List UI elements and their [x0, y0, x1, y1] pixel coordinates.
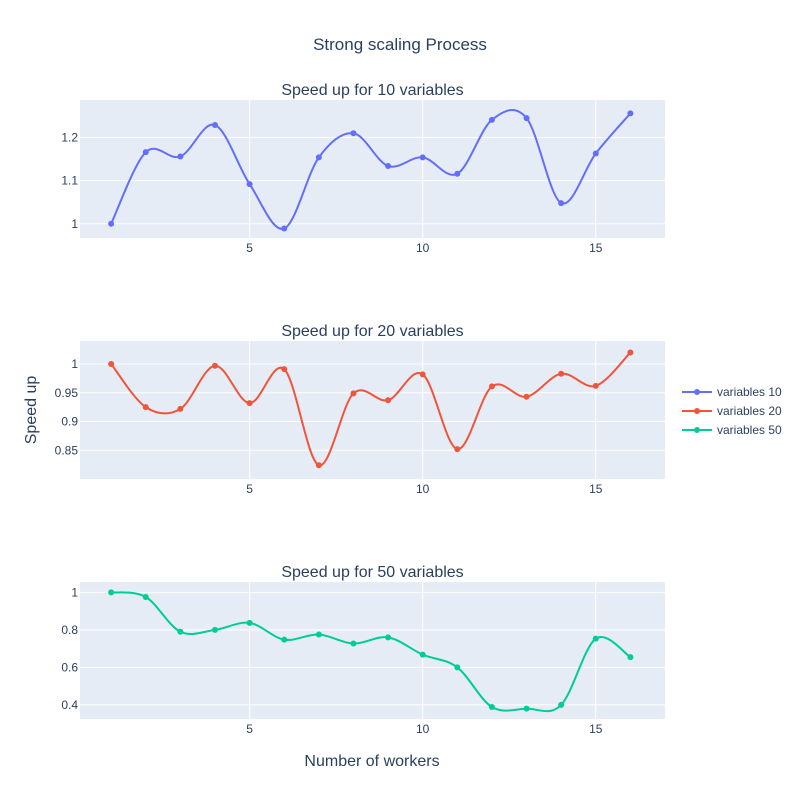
data-point	[385, 397, 392, 404]
data-point	[419, 371, 426, 378]
subplot-title: Speed up for 50 variables	[281, 564, 463, 581]
y-tick-label: 1.1	[61, 174, 78, 188]
x-tick-label: 15	[589, 722, 603, 736]
data-point	[212, 122, 218, 129]
y-axis-title: Speed up	[23, 376, 40, 445]
legend-swatch-marker	[694, 408, 700, 414]
data-point	[627, 654, 634, 661]
series-line-variables-10	[110, 109, 632, 230]
data-point	[108, 220, 115, 227]
data-point	[142, 149, 149, 156]
x-tick-label: 10	[416, 722, 430, 736]
data-point	[385, 162, 392, 169]
data-point	[627, 110, 634, 117]
y-tick-label: 1	[71, 585, 78, 599]
y-tick-label: 1	[71, 217, 78, 231]
subplot-1: 5 10 15 1 1.1 1.2 Speed up for 10 variables	[61, 82, 665, 255]
x-tick-label: 10	[416, 241, 430, 255]
data-point	[350, 130, 357, 137]
data-point	[558, 701, 565, 708]
data-point	[592, 635, 599, 642]
y-tick-label: 0.85	[55, 443, 79, 457]
data-point	[142, 594, 149, 601]
x-tick-label: 15	[589, 482, 603, 496]
y-tick-label: 1	[71, 357, 78, 371]
y-tick-label: 0.8	[61, 623, 78, 637]
data-point	[488, 116, 495, 123]
data-point	[281, 225, 288, 232]
data-point	[558, 370, 565, 377]
data-point	[627, 349, 634, 356]
legend-label: variables 20	[717, 404, 782, 418]
data-point	[350, 640, 357, 647]
subplot-3: 5 10 15 0.4 0.6 0.8 1 Speed up for 50 variables	[61, 564, 665, 736]
x-tick-label: 5	[246, 482, 253, 496]
legend-swatch-marker	[694, 389, 700, 395]
series-line-variables-20	[110, 351, 632, 467]
data-point	[454, 446, 461, 453]
legend-label: variables 10	[717, 385, 782, 399]
data-point	[488, 703, 495, 710]
data-point	[281, 636, 288, 643]
data-point	[523, 705, 530, 712]
legend: variables 10 variables 20 variables 50	[682, 385, 782, 437]
data-point	[454, 170, 461, 177]
data-point	[315, 462, 322, 469]
plot-background	[80, 100, 665, 238]
data-point	[246, 181, 253, 188]
data-point	[281, 366, 288, 373]
data-point	[177, 405, 184, 412]
x-tick-label: 15	[589, 241, 603, 255]
plot-background	[80, 341, 665, 479]
data-point	[350, 390, 357, 397]
legend-swatch-marker	[694, 427, 700, 433]
x-tick-label: 10	[416, 482, 430, 496]
data-point	[108, 361, 115, 367]
chart-title: Strong scaling Process	[313, 35, 487, 54]
data-point	[558, 200, 565, 207]
x-tick-label: 5	[246, 241, 253, 255]
data-point	[108, 589, 115, 596]
series-line-variables-50	[111, 591, 631, 713]
subplot-title: Speed up for 10 variables	[281, 82, 463, 99]
data-point	[177, 628, 184, 635]
data-point	[523, 115, 530, 122]
data-point	[419, 651, 426, 658]
plot-background	[80, 582, 665, 719]
data-point	[315, 154, 322, 161]
y-tick-label: 0.95	[55, 386, 79, 400]
data-point	[454, 664, 461, 671]
y-tick-label: 0.9	[61, 415, 78, 429]
data-point	[315, 631, 322, 638]
data-point	[592, 150, 599, 157]
y-tick-label: 0.4	[61, 698, 78, 712]
y-tick-label: 0.6	[61, 660, 78, 674]
data-point	[385, 634, 392, 641]
data-point	[142, 404, 149, 411]
legend-item[interactable]: variables 50	[682, 423, 782, 437]
legend-item[interactable]: variables 10	[682, 385, 782, 399]
legend-label: variables 50	[717, 423, 782, 437]
data-point	[523, 393, 530, 400]
legend-item[interactable]: variables 20	[682, 404, 782, 418]
x-tick-label: 5	[246, 722, 253, 736]
data-point	[212, 362, 218, 369]
data-point	[488, 383, 495, 390]
data-point	[419, 154, 426, 161]
data-point	[246, 400, 253, 407]
data-point	[212, 626, 218, 633]
data-point	[177, 153, 184, 160]
y-tick-label: 1.2	[61, 131, 78, 145]
subplot-2: 5 10 15 0.85 0.9 0.95 1 Speed up for 20 variabl…	[55, 323, 665, 496]
data-point	[246, 619, 253, 626]
data-point	[592, 382, 599, 389]
subplot-title: Speed up for 20 variables	[281, 323, 463, 340]
x-axis-title: Number of workers	[304, 753, 439, 770]
